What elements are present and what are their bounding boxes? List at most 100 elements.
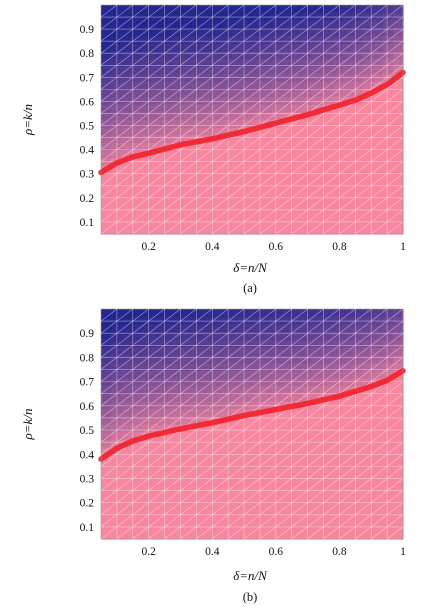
heatmap-cell (262, 211, 273, 220)
grid-diagonal (323, 65, 340, 78)
heatmap-cell (312, 332, 324, 341)
grid-diagonal (339, 65, 356, 78)
heatmap-cell (382, 218, 394, 227)
heatmap-cell (121, 5, 132, 14)
heatmap-cell (111, 401, 122, 410)
heatmap-cell (231, 347, 243, 356)
heatmap-cell (362, 316, 374, 325)
grid-diagonal (116, 101, 133, 114)
grid-diagonal (164, 490, 181, 503)
heatmap-cell (211, 43, 223, 52)
grid-diagonal (164, 52, 181, 66)
grid-diagonal (180, 429, 197, 443)
heatmap-cell (312, 324, 324, 333)
heatmap-cell (372, 393, 384, 402)
heatmap-cell (332, 324, 344, 333)
heatmap-cell (181, 431, 193, 440)
grid-diagonal (323, 454, 340, 467)
grid-diagonal (132, 28, 149, 42)
grid-diagonal (132, 393, 149, 407)
heatmap-cell (161, 188, 173, 197)
heatmap-cell (151, 454, 162, 463)
heatmap-cell (191, 165, 203, 174)
heatmap-cell (131, 119, 142, 128)
heatmap-cell (221, 508, 233, 517)
heatmap-cell (342, 142, 354, 151)
grid-diagonal (212, 89, 229, 102)
heatmap-cell (312, 347, 324, 356)
heatmap-cell (231, 43, 243, 52)
heatmap-cell (151, 523, 162, 532)
heatmap-cell (392, 96, 404, 105)
heatmap-cell (181, 508, 193, 517)
heatmap-cell (252, 142, 263, 151)
grid-diagonal (227, 345, 245, 358)
grid-diagonal (132, 4, 149, 18)
grid-diagonal (180, 490, 197, 503)
grid-diagonal (386, 89, 404, 102)
grid-diagonal (180, 185, 197, 199)
grid-diagonal (259, 357, 277, 370)
heatmap-cell (252, 401, 263, 410)
heatmap-cell (342, 309, 354, 318)
heatmap-cell (262, 362, 273, 371)
grid-diagonal (148, 441, 165, 455)
heatmap-cell (312, 104, 324, 113)
heatmap-cell (352, 150, 364, 159)
heatmap-cell (252, 81, 263, 90)
grid-diagonal (371, 4, 388, 18)
heatmap-cell (131, 378, 142, 387)
heatmap-cell (191, 531, 203, 540)
heatmap-cell (272, 88, 283, 98)
heatmap-cell (211, 5, 223, 14)
grid-diagonal (371, 101, 388, 114)
grid-diagonal (371, 52, 388, 66)
heatmap-cell (282, 211, 293, 220)
heatmap-cell (272, 531, 283, 540)
heatmap-cell (332, 424, 344, 433)
heatmap-cell (372, 195, 384, 205)
grid-diagonal (355, 149, 372, 162)
grid-diagonal (355, 77, 372, 90)
heatmap-cell (372, 531, 384, 540)
heatmap-cell (191, 172, 203, 182)
heatmap-cell (151, 324, 162, 333)
heatmap-cell (252, 226, 263, 235)
heatmap-cell (151, 96, 162, 105)
heatmap-cell (282, 531, 293, 540)
heatmap-cell (131, 332, 142, 341)
heatmap-cell (111, 362, 122, 371)
heatmap-cell (332, 347, 344, 356)
heatmap-cell (292, 347, 303, 356)
heatmap-cell (322, 66, 334, 75)
heatmap-cell (231, 195, 243, 205)
heatmap-cell (171, 20, 183, 29)
heatmap-cell (111, 180, 122, 189)
heatmap-cell (332, 500, 344, 509)
heatmap-cell (111, 12, 122, 21)
grid-diagonal (371, 393, 388, 407)
heatmap-cell (342, 180, 354, 189)
heatmap-cell (252, 73, 263, 82)
heatmap-cell (372, 150, 384, 159)
heatmap-cell (101, 431, 112, 440)
heatmap-cell (262, 218, 273, 227)
heatmap-cell (342, 43, 354, 52)
heatmap-cell (151, 188, 162, 197)
heatmap-cell (201, 165, 213, 174)
heatmap-cell (292, 43, 303, 52)
heatmap-cell (372, 165, 384, 174)
grid-diagonal (371, 454, 388, 467)
grid-diagonal (307, 77, 324, 90)
heatmap-cell (201, 96, 213, 105)
heatmap-cell (171, 385, 183, 394)
heatmap-cell (161, 111, 173, 121)
heatmap-cell (241, 5, 253, 14)
heatmap-cell (141, 165, 152, 174)
grid-diagonal (339, 369, 356, 382)
grid-diagonal (243, 502, 261, 516)
heatmap-cell (392, 485, 404, 494)
heatmap-cell (292, 211, 303, 220)
heatmap-cell (131, 88, 142, 98)
grid-diagonal (164, 381, 181, 394)
